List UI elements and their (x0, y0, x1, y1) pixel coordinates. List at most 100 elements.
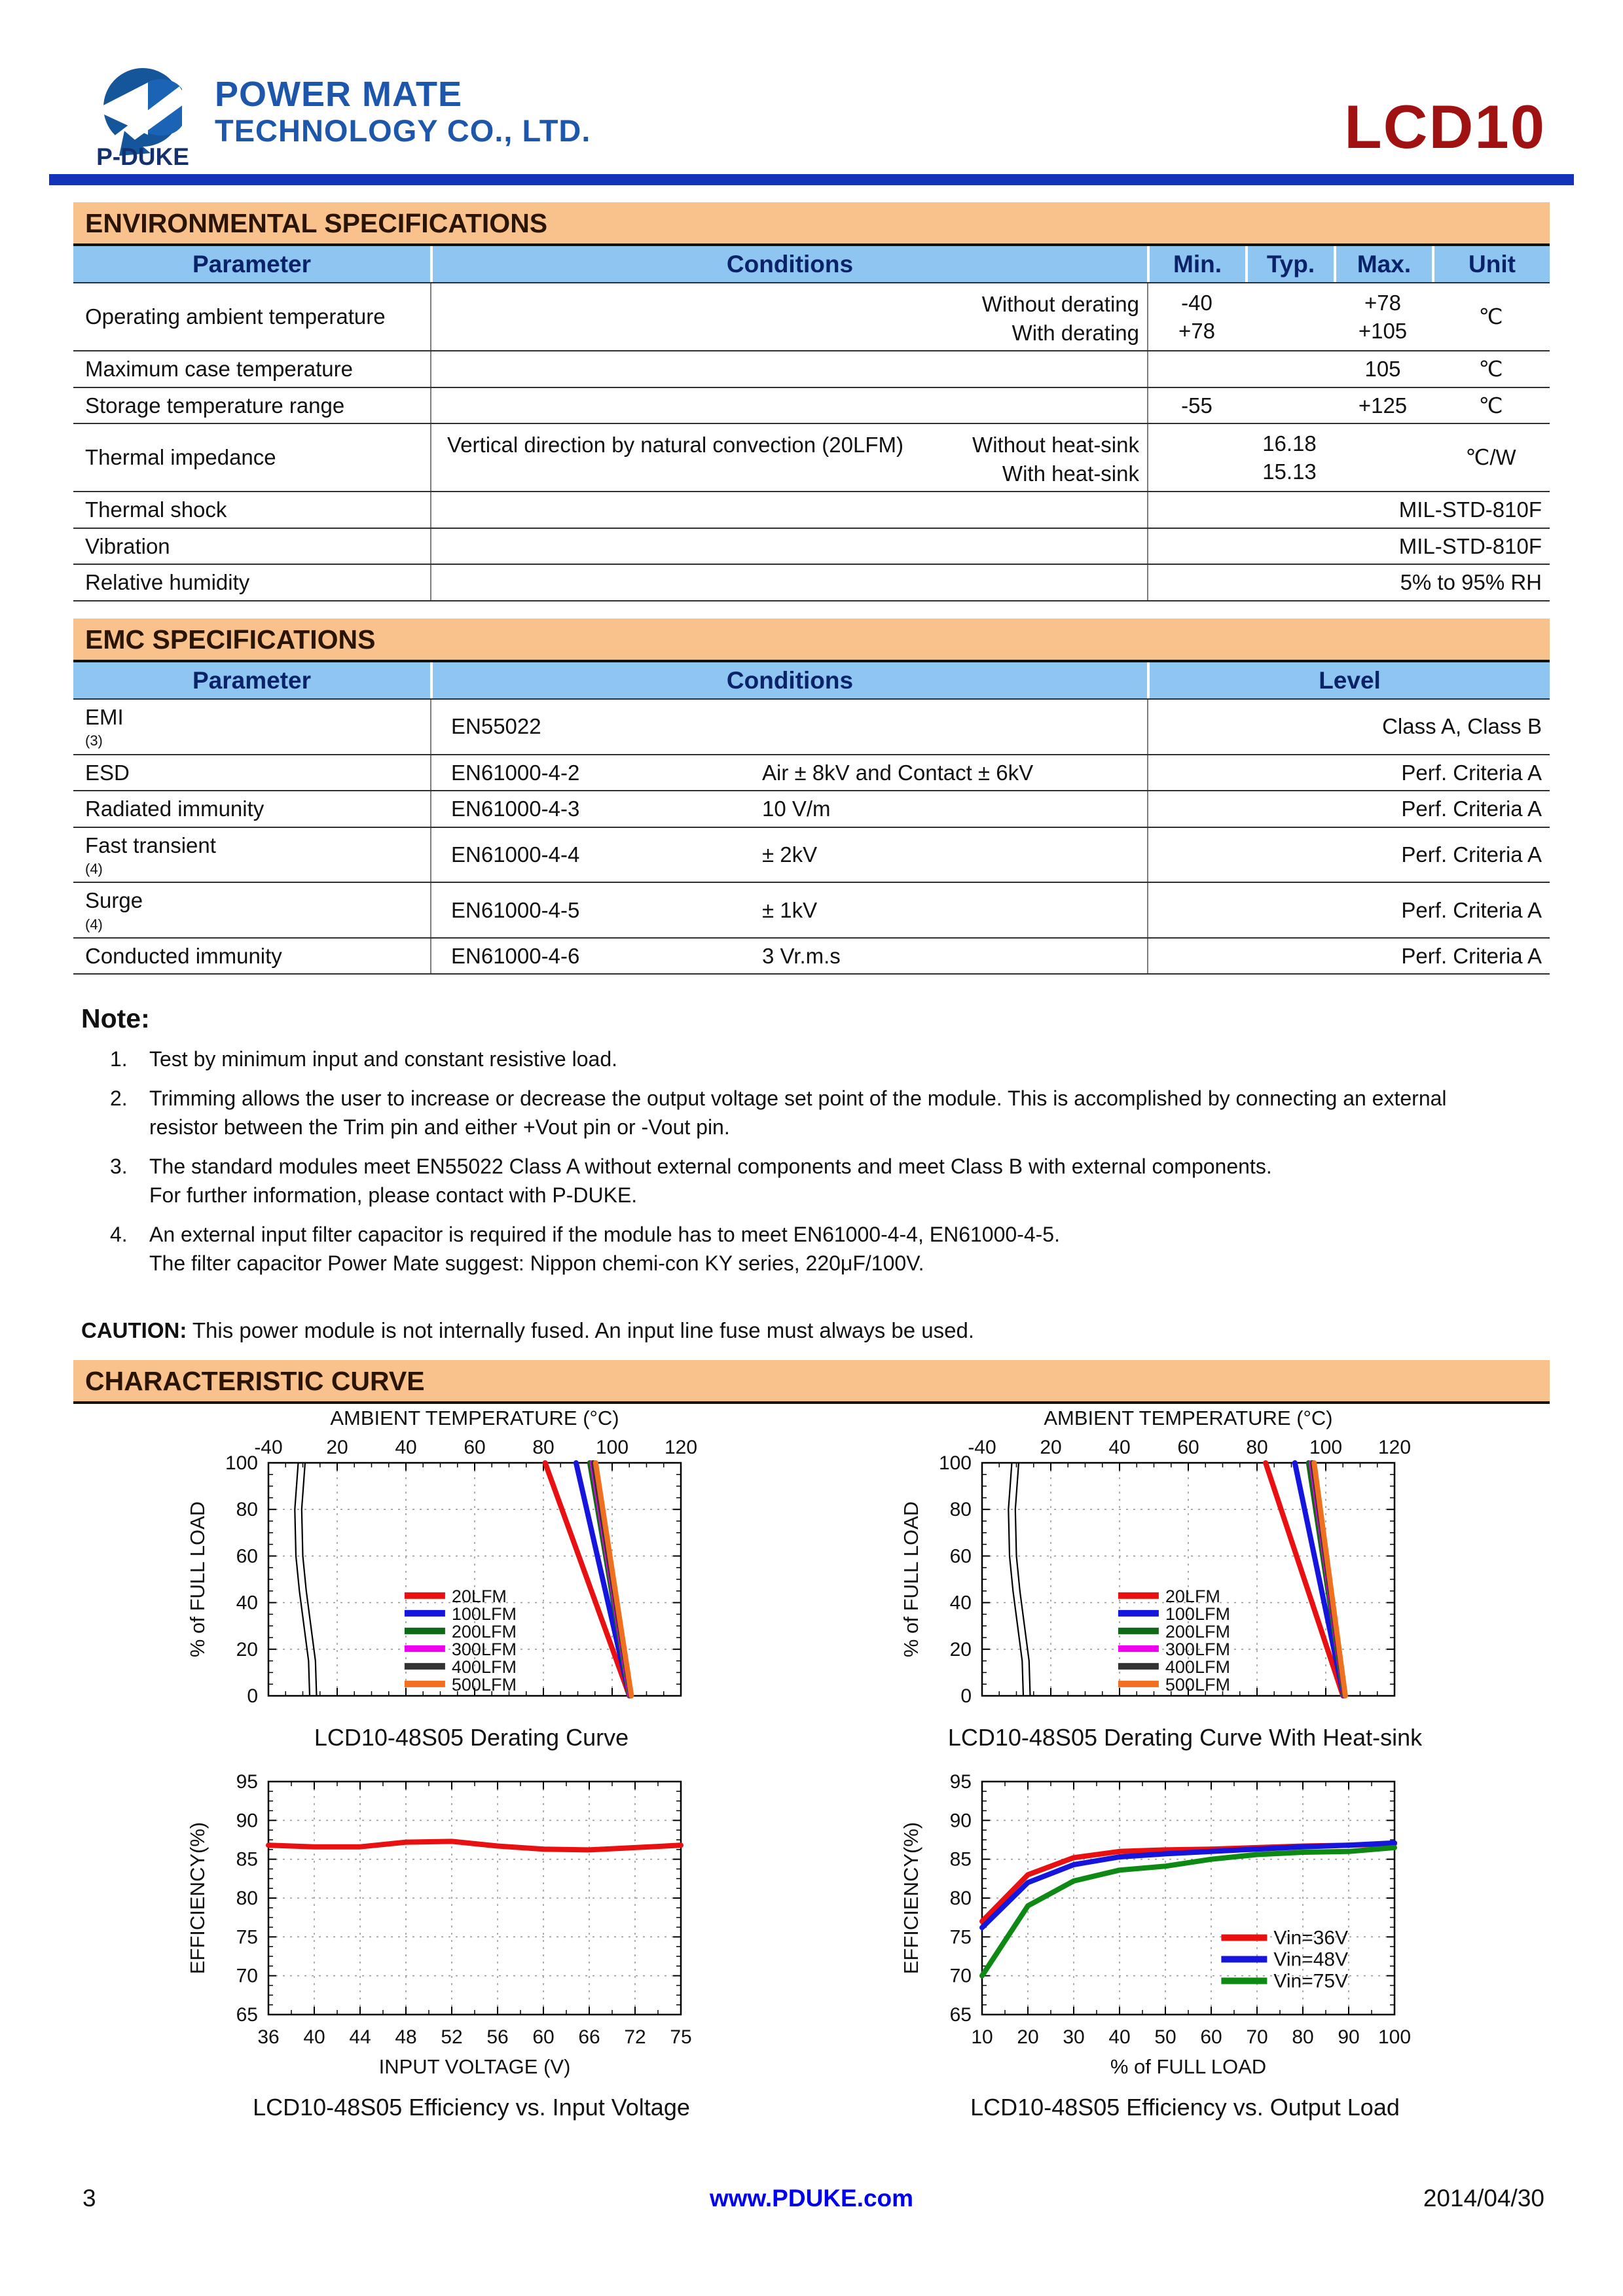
svg-text:% of FULL LOAD: % of FULL LOAD (186, 1501, 209, 1657)
typ-cell (1245, 388, 1334, 423)
x-axis (981, 1782, 1395, 2015)
svg-text:80: 80 (950, 1888, 972, 1909)
max-cell: +78 +105 (1334, 283, 1432, 350)
note-number: 2. (110, 1086, 128, 1111)
svg-text:80: 80 (236, 1888, 258, 1909)
typ-cell (1245, 351, 1334, 387)
typ-cell: 16.18 15.13 (1245, 424, 1334, 491)
min-cell: -40 +78 (1147, 283, 1245, 351)
condition-text: Vertical direction by natural convection… (447, 433, 903, 457)
note-title: Note: (81, 1003, 150, 1034)
note-line: Test by minimum input and constant resis… (149, 1047, 617, 1071)
svg-text:50: 50 (1154, 2026, 1176, 2048)
svg-text:200LFM: 200LFM (1165, 1622, 1230, 1641)
param-cell: Thermal shock (85, 497, 227, 522)
min-cell: -55 (1147, 387, 1245, 423)
svg-text:40: 40 (303, 2026, 325, 2048)
svg-text:100: 100 (939, 1452, 972, 1474)
param-cell: Relative humidity (85, 570, 250, 595)
min-cell (1147, 351, 1245, 387)
note-text: An external input filter capacitor is re… (149, 1220, 1550, 1278)
note-item: 2. Trimming allows the user to increase o… (73, 1084, 1550, 1141)
svg-text:Vin=48V: Vin=48V (1273, 1949, 1348, 1971)
start-boundary-line (1014, 1463, 1031, 1696)
param-cell: Maximum case temperature (85, 357, 353, 382)
conditions-cell: Vertical direction by natural convection… (430, 424, 1147, 492)
table-row: Storage temperature range -55 +125 ℃ (73, 386, 1550, 423)
svg-text:60: 60 (236, 1546, 258, 1568)
svg-text:75: 75 (950, 1927, 972, 1948)
svg-text:200LFM: 200LFM (452, 1622, 517, 1641)
conditions-cell: EN61000-4-3 10 V/m (430, 791, 1147, 827)
svg-text:90: 90 (236, 1810, 258, 1832)
x-axis (268, 1463, 682, 1696)
chart-efficiency-vin: 36 40 44 48 52 56 60 66 72 75 65 70 75 80 85 90 95 INPUT … (144, 1771, 799, 2121)
svg-text:95: 95 (950, 1774, 972, 1793)
svg-text:65: 65 (236, 2004, 258, 2026)
note-line: resistor between the Trim pin and either… (149, 1115, 730, 1139)
svg-text:100: 100 (1309, 1437, 1342, 1458)
typ-value: 16.18 (1262, 431, 1317, 456)
svg-text:48: 48 (395, 2026, 416, 2048)
start-boundary-line (1008, 1463, 1025, 1696)
min-value: -40 (1181, 290, 1213, 315)
caution-line: CAUTION: This power module is not intern… (81, 1318, 1550, 1343)
charts-row-1: -40 20 40 60 80 100 120 0 20 40 60 80 100 AMBIENT TEM… (73, 1404, 1550, 1751)
table-row: Relative humidity 5% to 95% RH (73, 564, 1550, 601)
standard-name: EN61000-4-4 (451, 842, 580, 867)
svg-text:100LFM: 100LFM (1165, 1604, 1230, 1624)
condition-case: Without derating (981, 292, 1139, 316)
svg-text:44: 44 (349, 2026, 371, 2048)
chart-caption: LCD10-48S05 Efficiency vs. Output Load (970, 2094, 1400, 2121)
svg-text:80: 80 (1246, 1437, 1267, 1458)
conditions-cell (430, 528, 1147, 564)
column-header: Typ. (1245, 246, 1334, 282)
svg-text:20: 20 (236, 1639, 258, 1660)
table-row: Operating ambient temperature Without der… (73, 282, 1550, 351)
note-number: 1. (110, 1047, 128, 1071)
derating-curve-chart: -40 20 40 60 80 100 120 0 20 40 60 80 100 AMBIENT TEM… (186, 1407, 697, 1707)
condition-case: With derating (1012, 320, 1139, 345)
svg-text:70: 70 (236, 1965, 258, 1987)
page-number: 3 (82, 2185, 96, 2212)
note-number: 3. (110, 1155, 128, 1179)
note-text: Test by minimum input and constant resis… (149, 1045, 1550, 1073)
param-cell: Surge (4) (73, 883, 430, 937)
svg-text:-40: -40 (968, 1437, 996, 1458)
table-row: EMI (3) EN55022 Class A, Class B (73, 698, 1550, 754)
note-list: 1. Test by minimum input and constant res… (73, 1045, 1550, 1278)
svg-text:72: 72 (624, 2026, 646, 2048)
svg-text:120: 120 (1378, 1437, 1411, 1458)
column-header: Parameter (73, 246, 430, 282)
svg-text:80: 80 (1292, 2026, 1313, 2048)
min-cell (1147, 424, 1245, 492)
min-value: +78 (1178, 319, 1215, 344)
level-cell: Perf. Criteria A (1147, 827, 1550, 882)
charts-row-2: 36 40 44 48 52 56 60 66 72 75 65 70 75 80 85 90 95 INPUT … (73, 1771, 1550, 2121)
pduke-logo: P-DUKE (82, 58, 200, 170)
note-line: An external input filter capacitor is re… (149, 1223, 1060, 1247)
svg-text:Vin=75V: Vin=75V (1273, 1971, 1348, 1992)
company-name-line1: POWER MATE (215, 75, 462, 114)
svg-text:60: 60 (1177, 1437, 1199, 1458)
column-header: Level (1147, 662, 1550, 698)
website-link[interactable]: www.PDUKE.com (709, 2185, 914, 2212)
max-value: +105 (1358, 319, 1408, 344)
unit-cell: ℃ (1478, 393, 1503, 418)
svg-text:70: 70 (950, 1965, 972, 1987)
start-boundary-line (294, 1463, 311, 1696)
column-header: Unit (1432, 246, 1550, 282)
condition-detail: 10 V/m (762, 797, 831, 821)
series-lines (266, 1839, 684, 1853)
derating-curve-heatsink-chart: -40 20 40 60 80 100 120 0 20 40 60 80 100 AMBIENT TEM… (900, 1407, 1411, 1707)
product-title: LCD10 (1344, 92, 1546, 161)
max-cell: 105 (1334, 351, 1432, 387)
chart-caption: LCD10-48S05 Efficiency vs. Input Voltage (253, 2094, 690, 2121)
svg-text:52: 52 (441, 2026, 462, 2048)
param-cell: EMI (3) (73, 700, 430, 754)
note-text: The standard modules meet EN55022 Class … (149, 1152, 1550, 1210)
plot-frame (267, 1781, 682, 2016)
svg-text:100: 100 (596, 1437, 629, 1458)
standard-name: EN61000-4-3 (451, 797, 580, 821)
